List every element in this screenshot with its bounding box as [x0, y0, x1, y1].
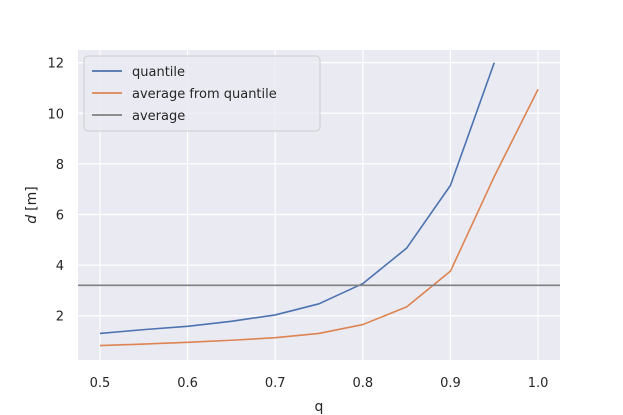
y-tick-labels: 2 4 6 8 10 12: [47, 57, 64, 325]
x-axis-label: q: [315, 399, 324, 415]
x-tick-labels: 0.5 0.6 0.7 0.8 0.9 1.0: [90, 376, 549, 391]
legend-label: average from quantile: [132, 87, 277, 102]
y-axis-label: d [m]: [24, 186, 40, 223]
series-line-quantile: [99, 62, 496, 335]
y-tick-label: 4: [56, 259, 64, 274]
x-tick-label: 0.9: [440, 376, 461, 391]
legend-label: quantile: [132, 65, 185, 80]
y-tick-label: 10: [47, 107, 64, 122]
y-axis-label-symbol: d: [24, 215, 40, 224]
y-tick-label: 8: [56, 158, 64, 173]
y-tick-label: 2: [56, 310, 64, 325]
x-tick-label: 0.8: [352, 376, 373, 391]
series-line-average-from-quantile: [99, 88, 539, 347]
x-tick-label: 1.0: [528, 376, 549, 391]
x-tick-label: 0.6: [177, 376, 198, 391]
series-layer: [78, 62, 560, 347]
y-tick-label: 12: [47, 57, 64, 72]
y-tick-label: 6: [56, 208, 64, 223]
x-tick-label: 0.5: [90, 376, 111, 391]
x-tick-label: 0.7: [265, 376, 286, 391]
legend: quantile average from quantile average: [83, 55, 321, 132]
legend-box: [83, 55, 321, 132]
legend-label: average: [132, 109, 185, 124]
y-axis-label-unit: [m]: [24, 186, 40, 211]
